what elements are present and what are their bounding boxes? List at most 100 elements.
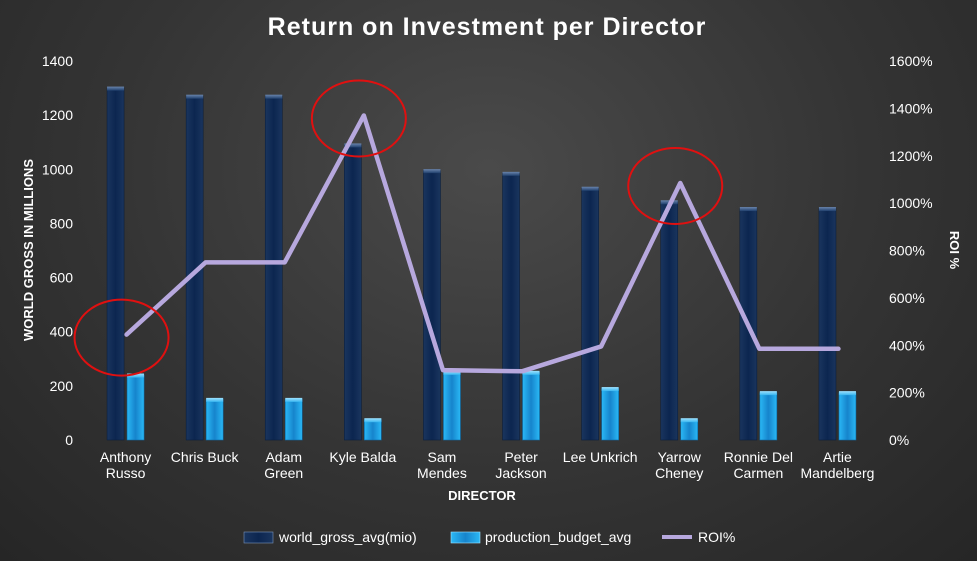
y-axis-ticks: 0 200 400 600 800 1000 1200 1400 <box>42 53 73 448</box>
bar-production-budget-cap <box>285 397 303 402</box>
x-tick-label-line: Sam <box>428 449 457 465</box>
legend-label-world-gross: world_gross_avg(mio) <box>278 529 417 545</box>
bar-world-gross-cap <box>107 86 125 91</box>
bar-production-budget <box>838 392 857 441</box>
highlight-circles <box>73 79 724 377</box>
y2-tick-label: 600% <box>889 290 925 306</box>
y-tick-label: 1400 <box>42 53 73 69</box>
legend-swatch-world-gross <box>243 531 274 544</box>
x-tick-label-line: Ronnie Del <box>724 449 793 465</box>
bar-production-budget-cap <box>601 387 619 392</box>
x-tick-label-line: Chris Buck <box>171 449 240 465</box>
bar-production-budget <box>522 372 540 441</box>
bar-world-gross-cap <box>581 186 599 191</box>
bar-world-gross-cap <box>818 207 836 212</box>
x-tick-label-line: Cheney <box>655 465 703 481</box>
bar-world-gross <box>660 201 679 441</box>
bar-production-budget <box>443 372 461 441</box>
y2-tick-label: 200% <box>889 385 925 401</box>
y-tick-label: 1000 <box>42 161 73 177</box>
highlight-circle <box>310 79 407 158</box>
bar-world-gross-cap <box>186 94 204 99</box>
y-axis-title: WORLD GROSS IN MILLIONS <box>21 159 36 341</box>
bar-world-gross-cap <box>344 143 362 148</box>
x-tick-label-line: Jackson <box>495 465 546 481</box>
x-tick-label: Peter Jackson <box>495 449 546 481</box>
bars <box>106 86 857 441</box>
x-tick-label-line: Adam <box>265 449 302 465</box>
bar-world-gross <box>502 173 520 441</box>
y-tick-label: 800 <box>50 215 74 231</box>
x-tick-label-line: Artie <box>823 449 852 465</box>
x-tick-label: Artie Mandelberg <box>800 449 874 481</box>
bar-world-gross <box>264 95 283 441</box>
bar-production-budget <box>601 388 619 441</box>
bar-world-gross <box>106 87 125 441</box>
bar-production-budget-cap <box>127 373 145 378</box>
x-tick-label-line: Mendes <box>417 465 467 481</box>
x-tick-label-line: Kyle Balda <box>329 449 396 465</box>
bar-world-gross-cap <box>502 171 520 176</box>
bar-production-budget <box>759 392 778 441</box>
bar-world-gross <box>423 170 441 441</box>
y-tick-label: 400 <box>50 324 74 340</box>
x-tick-label-line: Carmen <box>733 465 783 481</box>
bar-production-budget <box>364 419 382 441</box>
x-tick-label: Yarrow Cheney <box>655 449 703 481</box>
bar-world-gross <box>581 187 599 441</box>
bar-production-budget-cap <box>522 370 540 375</box>
y2-tick-label: 1200% <box>889 148 933 164</box>
x-tick-label-line: Russo <box>106 465 146 481</box>
x-tick-label-line: Peter <box>504 449 538 465</box>
y-tick-label: 1200 <box>42 107 73 123</box>
bar-production-budget <box>126 374 145 441</box>
y2-tick-label: 0% <box>889 432 909 448</box>
bar-production-budget-cap <box>364 418 382 423</box>
y2-tick-label: 800% <box>889 243 925 259</box>
x-axis-title: DIRECTOR <box>448 488 516 503</box>
highlight-circle <box>627 146 724 225</box>
legend-swatch-production-budget <box>450 531 481 544</box>
y2-tick-label: 1600% <box>889 53 933 69</box>
roi-line-group <box>124 113 841 374</box>
y2-tick-label: 1400% <box>889 100 933 116</box>
bar-production-budget-cap <box>443 370 461 375</box>
bar-world-gross-cap <box>739 207 757 212</box>
bar-production-budget <box>284 399 303 441</box>
x-tick-label: Adam Green <box>264 449 303 481</box>
x-tick-label: Anthony Russo <box>100 449 151 481</box>
bar-production-budget-cap <box>680 418 698 423</box>
x-tick-label-line: Lee Unkrich <box>563 449 638 465</box>
bar-production-budget <box>680 419 699 441</box>
x-tick-label: Chris Buck <box>171 449 240 465</box>
y2-axis-ticks: 0% 200% 400% 600% 800% 1000% 1200% 1400% 1600% <box>889 53 933 448</box>
x-tick-label: Ronnie Del Carmen <box>724 449 793 481</box>
bar-world-gross <box>344 144 362 441</box>
legend-label-roi: ROI% <box>698 529 735 545</box>
bar-production-budget <box>205 399 224 441</box>
x-tick-label-line: Mandelberg <box>800 465 874 481</box>
legend: world_gross_avg(mio) production_budget_a… <box>243 529 735 545</box>
bar-production-budget-cap <box>759 391 777 396</box>
x-tick-label: Sam Mendes <box>417 449 467 481</box>
bar-world-gross-cap <box>265 94 283 99</box>
y2-axis-title: ROI % <box>947 231 962 270</box>
y-tick-label: 0 <box>65 432 73 448</box>
x-tick-label-line: Anthony <box>100 449 151 465</box>
highlight-circle <box>73 298 170 377</box>
y-tick-label: 200 <box>50 378 74 394</box>
roi-line <box>124 113 841 374</box>
x-tick-label-line: Yarrow <box>658 449 702 465</box>
bar-production-budget-cap <box>206 397 224 402</box>
x-axis-ticks: Anthony Russo Chris Buck Adam Green Kyle Bald… <box>100 449 875 481</box>
x-tick-label: Kyle Balda <box>329 449 396 465</box>
bar-production-budget-cap <box>838 391 856 396</box>
chart-title: Return on Investment per Director <box>268 13 707 41</box>
x-tick-label: Lee Unkrich <box>563 449 638 465</box>
bar-world-gross <box>818 208 837 441</box>
legend-label-production-budget: production_budget_avg <box>485 529 631 545</box>
bar-world-gross-cap <box>423 169 441 174</box>
y2-tick-label: 1000% <box>889 195 933 211</box>
